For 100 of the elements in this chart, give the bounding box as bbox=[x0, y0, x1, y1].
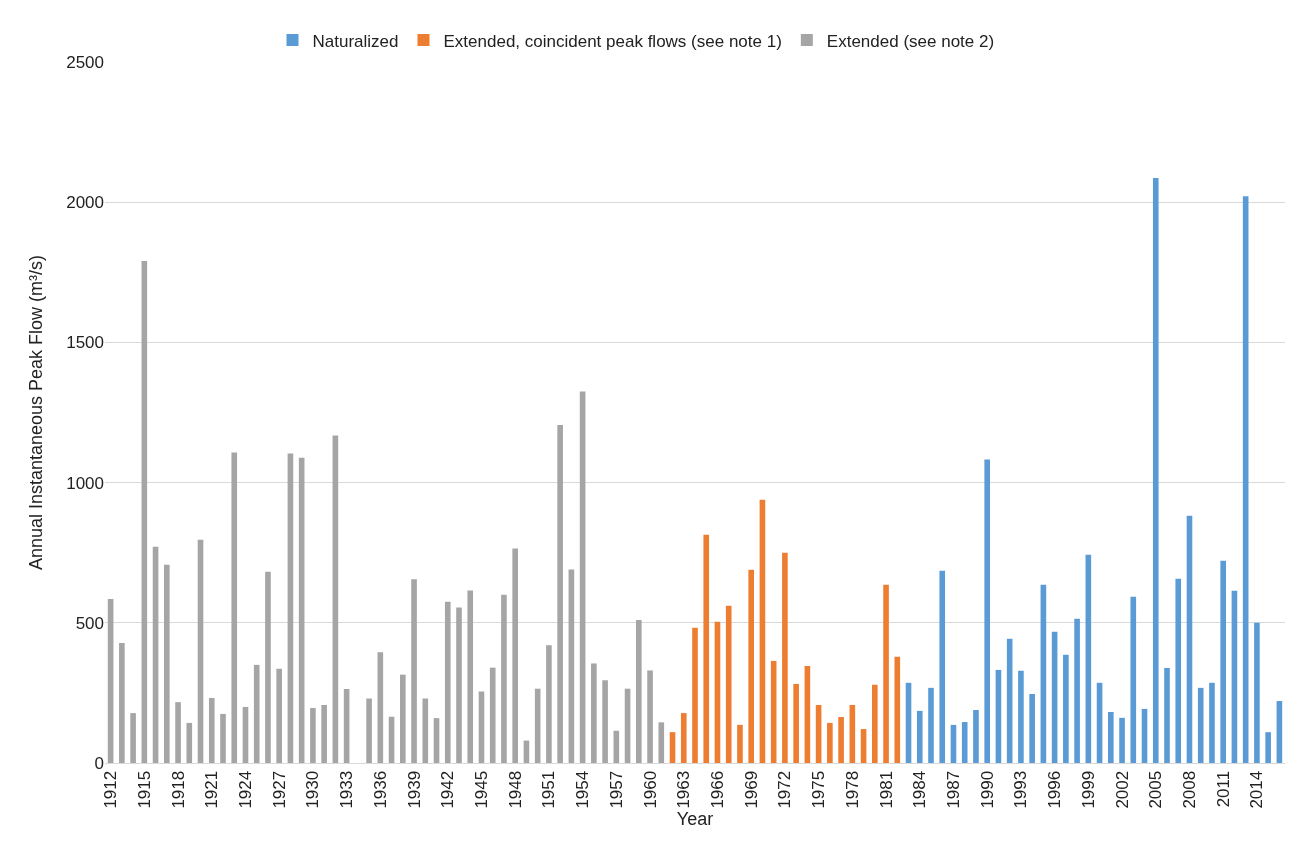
bar bbox=[444, 601, 451, 763]
bar bbox=[1108, 711, 1114, 763]
x-tick-label: 1912 bbox=[101, 770, 121, 809]
bar bbox=[1164, 667, 1170, 763]
bar bbox=[557, 425, 563, 763]
x-tick-label: 1942 bbox=[438, 770, 458, 809]
bar bbox=[467, 590, 474, 763]
bar bbox=[1130, 596, 1137, 763]
bar bbox=[253, 664, 260, 763]
x-tick-label: 1915 bbox=[134, 770, 154, 809]
bar bbox=[883, 584, 889, 763]
bar bbox=[939, 570, 946, 763]
bar bbox=[1018, 670, 1024, 763]
x-tick-label: 2014 bbox=[1247, 770, 1267, 809]
bar bbox=[501, 594, 507, 763]
bar bbox=[512, 548, 518, 763]
bar bbox=[186, 722, 193, 763]
bar bbox=[636, 620, 642, 763]
x-tick-label: 1945 bbox=[472, 770, 492, 809]
x-tick-label: 1948 bbox=[505, 770, 525, 809]
bar bbox=[961, 722, 968, 763]
bar bbox=[928, 687, 934, 763]
bar bbox=[1175, 578, 1182, 763]
x-tick-label: 1960 bbox=[640, 770, 660, 809]
bar bbox=[1209, 682, 1215, 763]
x-tick-label: 2005 bbox=[1146, 770, 1166, 809]
bar bbox=[692, 627, 698, 763]
bar bbox=[1074, 618, 1080, 763]
y-tick-label: 1000 bbox=[66, 473, 104, 493]
bar bbox=[793, 683, 799, 763]
bar bbox=[164, 564, 170, 763]
bar bbox=[872, 684, 878, 763]
bar bbox=[130, 713, 136, 763]
bar bbox=[680, 713, 687, 763]
bar bbox=[411, 579, 417, 763]
x-tick-label: 1930 bbox=[303, 770, 323, 809]
x-tick-label: 1963 bbox=[674, 770, 694, 809]
x-tick-label: 2008 bbox=[1180, 770, 1200, 809]
y-tick-label: 500 bbox=[75, 613, 104, 633]
y-tick-label: 1500 bbox=[66, 333, 104, 353]
bar bbox=[489, 667, 496, 763]
x-tick-label: 1969 bbox=[741, 770, 761, 809]
bar bbox=[231, 452, 238, 763]
bar bbox=[647, 670, 653, 763]
bar bbox=[265, 571, 271, 763]
bar bbox=[1265, 732, 1271, 763]
bar bbox=[591, 663, 597, 763]
x-tick-label: 1990 bbox=[977, 770, 997, 809]
bar bbox=[546, 645, 552, 763]
legend-label: Extended, coincident peak flows (see note 1) bbox=[443, 31, 782, 51]
bar bbox=[310, 708, 316, 763]
bar bbox=[602, 680, 608, 763]
legend-label: Naturalized bbox=[312, 31, 399, 51]
x-tick-label: 1933 bbox=[337, 770, 357, 809]
bar bbox=[456, 607, 462, 763]
x-tick-label: 1924 bbox=[236, 770, 255, 809]
bar bbox=[1119, 717, 1125, 763]
bar bbox=[400, 674, 406, 763]
x-tick-label: 1987 bbox=[944, 770, 964, 809]
bar bbox=[1063, 654, 1069, 763]
bar bbox=[220, 713, 226, 763]
x-tick-label: 1981 bbox=[876, 770, 896, 809]
bar bbox=[669, 732, 676, 763]
y-tick-label: 2500 bbox=[66, 52, 104, 72]
bar bbox=[1029, 694, 1035, 763]
x-tick-label: 1972 bbox=[775, 770, 795, 809]
bar bbox=[366, 698, 372, 763]
x-tick-label: 1957 bbox=[606, 770, 626, 809]
legend-label: Extended (see note 2) bbox=[826, 31, 995, 51]
x-tick-label: 1936 bbox=[370, 770, 390, 809]
x-tick-label: 1921 bbox=[202, 770, 222, 809]
y-tick-label: 0 bbox=[94, 753, 104, 773]
bar bbox=[984, 459, 990, 763]
x-tick-label: 1966 bbox=[708, 770, 728, 809]
bar bbox=[175, 702, 181, 763]
x-tick-label: 1978 bbox=[842, 770, 862, 809]
bar bbox=[422, 698, 429, 763]
bar bbox=[208, 697, 215, 763]
x-tick-label: 1951 bbox=[539, 770, 559, 809]
bar bbox=[1254, 622, 1260, 763]
x-tick-label: 1954 bbox=[573, 770, 593, 809]
bar bbox=[973, 710, 979, 763]
x-tick-label: 1939 bbox=[404, 770, 424, 809]
y-tick-label: 2000 bbox=[66, 193, 104, 213]
y-axis-title: Annual Instantaneous Peak Flow (m³/s) bbox=[26, 254, 47, 571]
bar bbox=[725, 605, 732, 763]
x-tick-label: 2002 bbox=[1112, 770, 1132, 809]
bar bbox=[838, 717, 844, 763]
bar bbox=[1152, 178, 1159, 763]
bar bbox=[916, 710, 923, 763]
x-tick-label: 1975 bbox=[809, 770, 829, 809]
x-tick-label: 1927 bbox=[269, 770, 289, 809]
bar bbox=[782, 552, 788, 763]
x-tick-label: 1984 bbox=[910, 770, 930, 809]
bar bbox=[1220, 560, 1226, 763]
x-tick-label: 1993 bbox=[1011, 770, 1031, 809]
bar bbox=[1197, 687, 1204, 763]
bar bbox=[276, 668, 282, 763]
bar bbox=[703, 534, 710, 763]
x-tick-label: 1918 bbox=[168, 770, 188, 809]
